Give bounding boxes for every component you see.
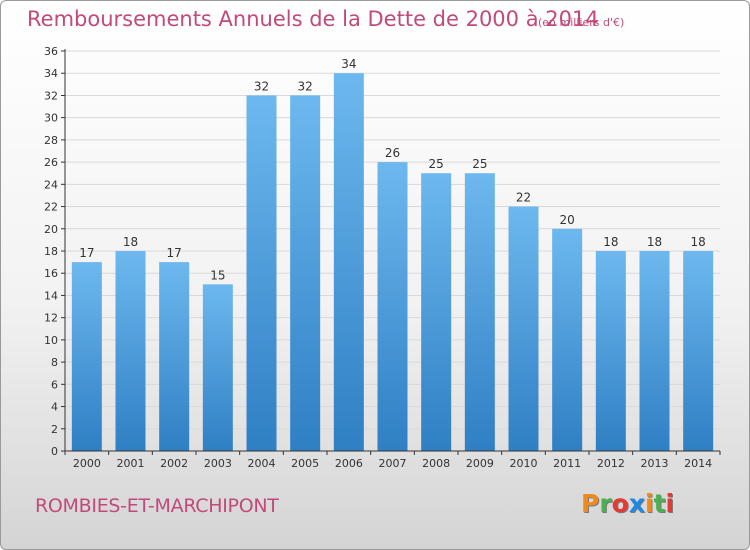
x-tick-label-2008: 2008 <box>422 457 450 470</box>
commune-name: ROMBIES-ET-MARCHIPONT <box>35 495 279 517</box>
x-tick-label-2001: 2001 <box>117 457 145 470</box>
x-tick-label-2011: 2011 <box>553 457 581 470</box>
logo-letter: x <box>628 489 645 518</box>
data-label-2006: 34 <box>341 57 356 71</box>
proxiti-logo[interactable]: Proxiti <box>581 489 674 518</box>
data-label-2008: 25 <box>429 157 444 171</box>
bar-2005[interactable] <box>290 95 321 451</box>
data-label-2001: 18 <box>123 235 138 249</box>
bar-2002[interactable] <box>159 262 190 451</box>
bar-2000[interactable] <box>71 262 102 451</box>
data-label-2005: 32 <box>298 79 313 93</box>
logo-letter: o <box>611 489 629 518</box>
bar-2008[interactable] <box>421 173 452 451</box>
logo-letter: P <box>581 489 600 518</box>
data-label-2010: 22 <box>516 191 531 205</box>
y-tick-label-5: 10 <box>44 334 58 347</box>
bar-2001[interactable] <box>115 251 146 451</box>
y-tick-label-17: 34 <box>44 67 58 80</box>
y-tick-label-11: 22 <box>44 201 58 214</box>
x-tick-label-2004: 2004 <box>248 457 276 470</box>
x-tick-label-2000: 2000 <box>73 457 101 470</box>
data-label-2009: 25 <box>472 157 487 171</box>
bar-2012[interactable] <box>595 251 626 451</box>
y-tick-label-12: 24 <box>44 178 58 191</box>
chart-title: Remboursements Annuels de la Dette de 20… <box>27 7 599 31</box>
x-tick-label-2007: 2007 <box>379 457 407 470</box>
bar-2006[interactable] <box>333 73 364 451</box>
y-tick-label-8: 16 <box>44 267 58 280</box>
bar-2014[interactable] <box>683 251 714 451</box>
y-tick-label-16: 32 <box>44 89 58 102</box>
y-tick-label-1: 2 <box>51 423 58 436</box>
bars <box>71 73 714 451</box>
x-tick-label-2010: 2010 <box>510 457 538 470</box>
bar-2011[interactable] <box>552 228 583 451</box>
bar-2007[interactable] <box>377 162 408 451</box>
logo-letter: r <box>599 489 612 518</box>
bar-2013[interactable] <box>639 251 670 451</box>
bar-2009[interactable] <box>464 173 495 451</box>
y-tick-label-7: 14 <box>44 289 58 302</box>
y-tick-label-13: 26 <box>44 156 58 169</box>
y-tick-label-14: 28 <box>44 134 58 147</box>
data-label-2014: 18 <box>691 235 706 249</box>
x-tick-label-2005: 2005 <box>291 457 319 470</box>
y-tick-label-2: 4 <box>51 401 58 414</box>
x-tick-label-2014: 2014 <box>684 457 712 470</box>
x-tick-label-2012: 2012 <box>597 457 625 470</box>
x-tick-label-2006: 2006 <box>335 457 363 470</box>
y-tick-label-6: 12 <box>44 312 58 325</box>
bar-2004[interactable] <box>246 95 277 451</box>
data-label-2013: 18 <box>647 235 662 249</box>
y-tick-label-0: 0 <box>51 445 58 458</box>
logo-letter: i <box>645 489 654 518</box>
data-label-2000: 17 <box>79 246 94 260</box>
logo-letter: t <box>653 489 666 518</box>
bar-2003[interactable] <box>202 284 233 451</box>
x-tick-label-2003: 2003 <box>204 457 232 470</box>
data-label-2011: 20 <box>560 213 575 227</box>
y-tick-label-15: 30 <box>44 112 58 125</box>
chart-unit: (en milliers d'€) <box>538 16 625 29</box>
y-tick-label-9: 18 <box>44 245 58 258</box>
data-label-2002: 17 <box>167 246 182 260</box>
data-labels: 17 18 17 15 32 32 34 26 25 25 22 20 18 18 18 <box>79 57 706 282</box>
x-tick-label-2013: 2013 <box>641 457 669 470</box>
y-tick-label-10: 20 <box>44 223 58 236</box>
y-tick-label-4: 8 <box>51 356 58 369</box>
data-label-2007: 26 <box>385 146 400 160</box>
data-label-2004: 32 <box>254 79 269 93</box>
bar-2010[interactable] <box>508 206 539 451</box>
data-label-2003: 15 <box>210 268 225 282</box>
data-label-2012: 18 <box>603 235 618 249</box>
y-tick-label-3: 6 <box>51 378 58 391</box>
y-tick-label-18: 36 <box>44 45 58 58</box>
logo-letter: i <box>665 489 675 518</box>
x-tick-label-2009: 2009 <box>466 457 494 470</box>
x-tick-label-2002: 2002 <box>160 457 188 470</box>
